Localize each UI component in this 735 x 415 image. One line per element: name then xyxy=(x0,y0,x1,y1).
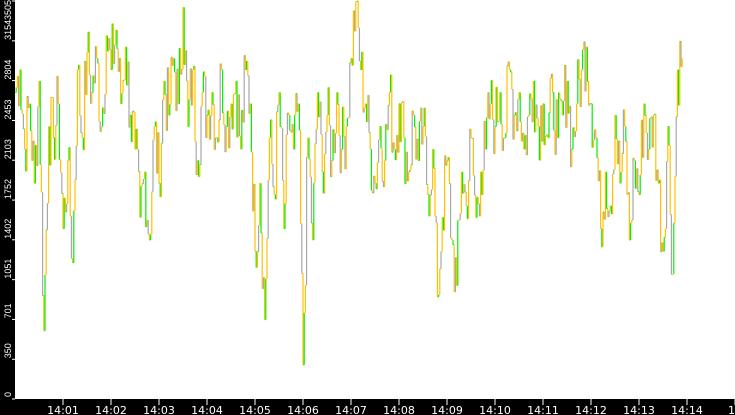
x-tick-label: 14:05 xyxy=(239,404,271,415)
x-tick-label: 14:12 xyxy=(575,404,607,415)
y-tick-label: 1051 xyxy=(3,259,13,279)
y-tick-label: 2453 xyxy=(3,99,13,119)
x-tick-label: 14:08 xyxy=(383,404,415,415)
x-tick-label: 14:07 xyxy=(335,404,367,415)
x-tick-label: 14:13 xyxy=(623,404,655,415)
y-tick-label: 1402 xyxy=(3,219,13,239)
y-tick-label: 2804 xyxy=(3,60,13,80)
x-tick-label: 14 xyxy=(728,404,735,415)
x-tick-label: 14:03 xyxy=(143,404,175,415)
y-tick-label: 1752 xyxy=(3,179,13,199)
x-tick-label: 14:02 xyxy=(95,404,127,415)
x-tick-label: 14:09 xyxy=(431,404,463,415)
y-tick-label: 350 xyxy=(3,343,13,358)
y-tick-label: 3505 xyxy=(3,0,13,20)
x-tick-label: 14:04 xyxy=(191,404,223,415)
y-tick-label: 0 xyxy=(3,392,13,397)
y-tick-label: 3154 xyxy=(3,20,13,40)
plot-background xyxy=(15,0,735,399)
x-axis: 14:01 14:02 14:03 14:04 14:05 14:06 14:07 14:08… xyxy=(47,399,735,415)
data-series xyxy=(15,0,683,366)
y-tick-label: 701 xyxy=(3,303,13,318)
x-tick-label: 14:01 xyxy=(47,404,79,415)
x-tick-label: 14:10 xyxy=(479,404,511,415)
x-tick-label: 14:06 xyxy=(287,404,319,415)
x-tick-label: 14:14 xyxy=(671,404,703,415)
x-tick-label: 14:11 xyxy=(527,404,559,415)
y-tick-label: 2103 xyxy=(3,139,13,159)
